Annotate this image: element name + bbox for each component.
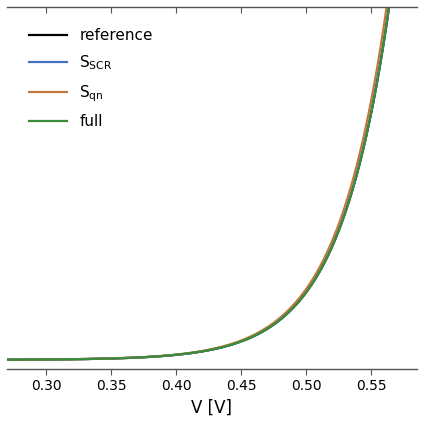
X-axis label: V [V]: V [V] (192, 399, 232, 417)
Legend: reference, S$_{\mathrm{SCR}}$, S$_{\mathrm{qn}}$, full: reference, S$_{\mathrm{SCR}}$, S$_{\math… (23, 22, 159, 135)
